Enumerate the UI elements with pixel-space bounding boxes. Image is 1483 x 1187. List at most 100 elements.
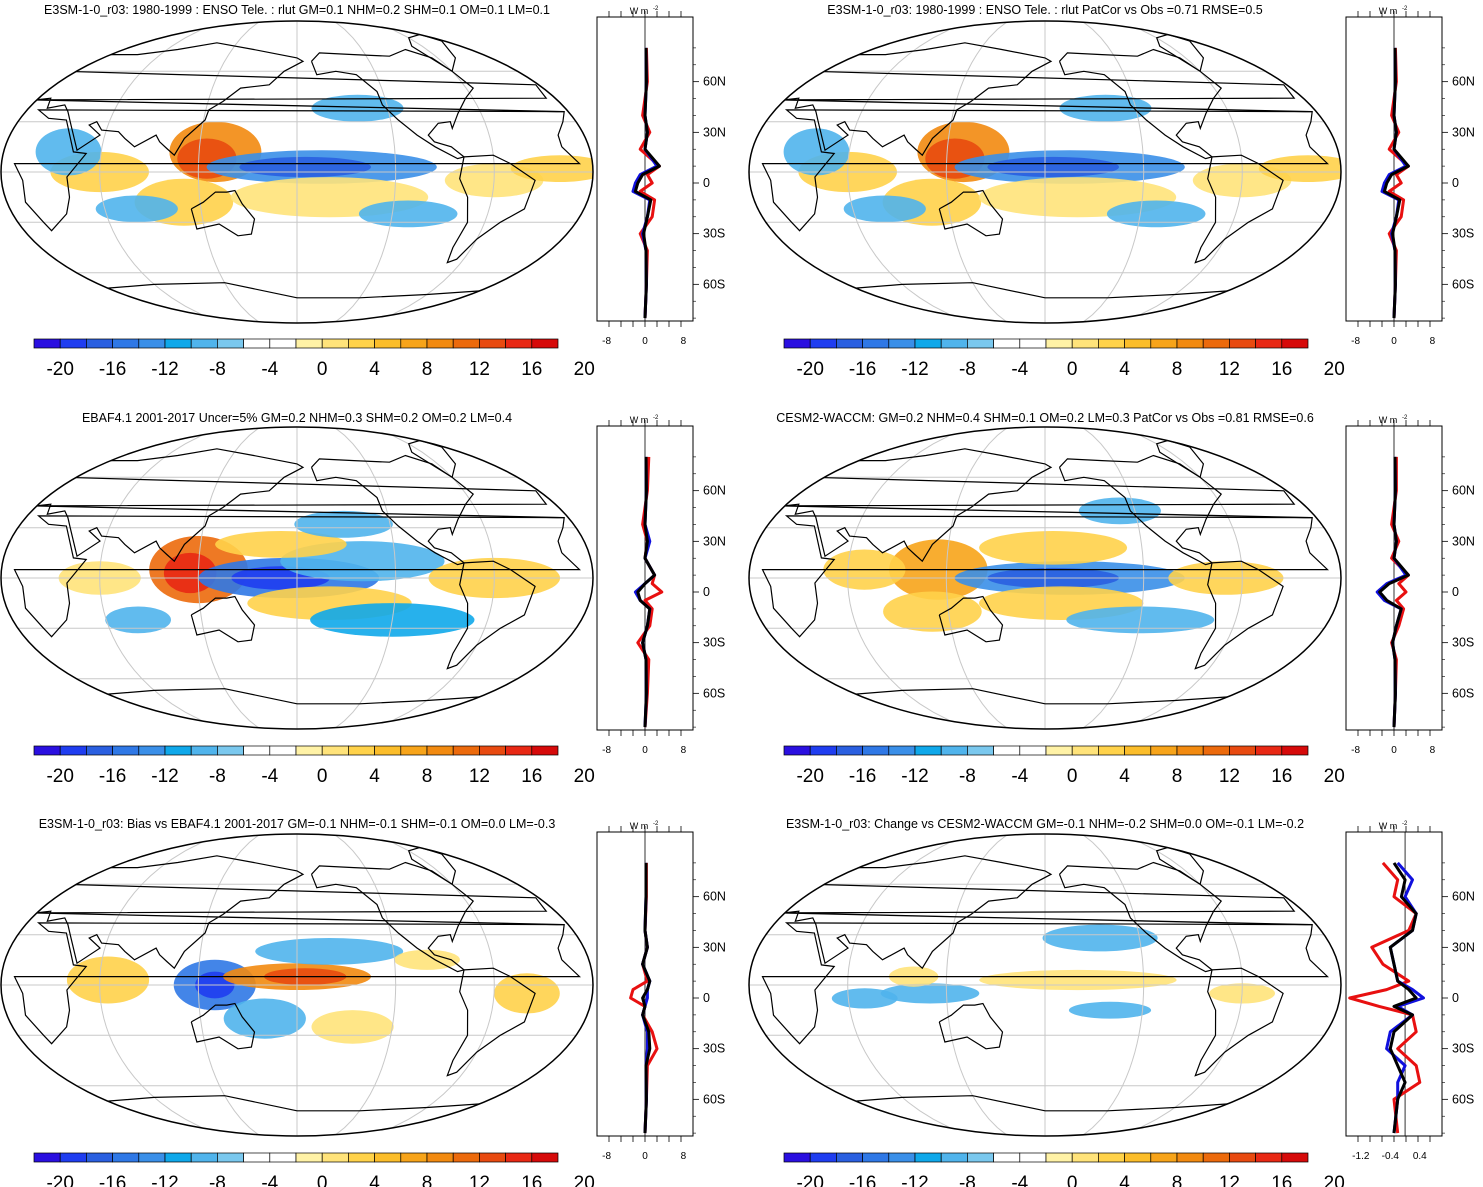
colorbar-tick-label: -20 xyxy=(796,766,823,787)
colorbar-swatch xyxy=(269,1152,297,1163)
map-field xyxy=(1,834,593,1136)
anomaly-patch xyxy=(105,606,172,634)
profile-lat-label: 30N xyxy=(1452,125,1475,139)
colorbar-tick-label: 8 xyxy=(422,359,433,380)
colorbar-tick-label: -16 xyxy=(99,766,126,787)
colorbar-tick-label: 16 xyxy=(1271,1173,1292,1187)
colorbar-swatch xyxy=(426,1152,454,1163)
graticule-meridian xyxy=(99,21,224,323)
profile-line-black xyxy=(636,456,657,728)
coastline xyxy=(839,282,1251,299)
robinson-map xyxy=(0,20,594,324)
colorbar-tick-label: 16 xyxy=(1271,766,1292,787)
colorbar-swatch xyxy=(33,338,61,349)
coastline xyxy=(1194,967,1284,1077)
coastline xyxy=(310,861,475,973)
anomaly-patch xyxy=(494,973,560,1014)
colorbar-swatch xyxy=(862,338,890,349)
colorbar-swatch xyxy=(164,338,192,349)
colorbar-tick-label: -16 xyxy=(99,1173,126,1187)
anomaly-patch xyxy=(95,195,178,223)
colorbar-swatch xyxy=(836,338,863,349)
colorbar-swatch xyxy=(86,745,113,756)
colorbar-swatch xyxy=(374,1152,402,1163)
profile-unit-exponent: -2 xyxy=(1402,6,1408,12)
colorbar-swatch xyxy=(862,1152,890,1163)
colorbar-tick-label: -4 xyxy=(1011,359,1028,380)
profile-x-tick-label: 8 xyxy=(1430,745,1436,756)
profile-lat-label: 30N xyxy=(703,125,726,139)
colorbar-tick-label: 8 xyxy=(422,766,433,787)
colorbar-swatch xyxy=(1255,745,1283,756)
colorbar-swatch xyxy=(217,338,244,349)
colorbar-swatch xyxy=(1255,338,1283,349)
coastline xyxy=(91,688,503,705)
anomaly-patch xyxy=(35,128,102,176)
map-border xyxy=(748,833,1342,1137)
colorbar-tick-label: 8 xyxy=(1172,359,1183,380)
profile-lat-label: 60S xyxy=(703,686,725,700)
profile-lat-label: 30N xyxy=(1452,534,1475,548)
colorbar-tick-label: -20 xyxy=(46,766,73,787)
colorbar-swatch xyxy=(809,745,837,756)
profile-line-black xyxy=(641,862,652,1134)
profile-lat-label: 0 xyxy=(703,176,710,190)
colorbar-tick-label: 20 xyxy=(1324,1173,1345,1187)
colorbar-tick-label: 4 xyxy=(369,766,380,787)
profile-lat-label: 60N xyxy=(1452,484,1475,498)
graticule-meridian xyxy=(1081,834,1145,1136)
colorbar-swatch xyxy=(479,745,506,756)
profile-x-tick-label: 8 xyxy=(681,336,687,347)
colorbar-tick-label: 8 xyxy=(1172,766,1183,787)
panel-title: E3SM-1-0_r03: Bias vs EBAF4.1 2001-2017 … xyxy=(39,817,556,831)
map-border xyxy=(748,20,1342,324)
coastline xyxy=(1194,154,1284,264)
colorbar-swatch xyxy=(217,745,244,756)
graticule-meridian xyxy=(197,21,261,323)
coastlines xyxy=(13,439,582,705)
colorbar-swatch xyxy=(836,1152,863,1163)
colorbar-tick-label: 0 xyxy=(1067,766,1078,787)
colorbar-swatch xyxy=(426,745,454,756)
colorbar-swatch xyxy=(1045,1152,1073,1163)
colorbar-tick-label: -16 xyxy=(99,359,126,380)
colorbar-tick-label: -4 xyxy=(261,1173,278,1187)
profile-lat-label: 0 xyxy=(703,585,710,599)
colorbar-tick-label: 4 xyxy=(369,1173,380,1187)
profile-lat-label: 0 xyxy=(1452,176,1459,190)
coastline xyxy=(190,189,256,237)
colorbar-swatch xyxy=(940,338,968,349)
colorbar-swatch xyxy=(295,338,323,349)
coastlines xyxy=(13,33,582,299)
coastline xyxy=(91,1095,503,1112)
profile-lat-label: 30N xyxy=(1452,940,1475,954)
panel-title: CESM2-WACCM: GM=0.2 NHM=0.4 SHM=0.1 OM=0… xyxy=(776,411,1314,425)
profile-x-tick-label: 8 xyxy=(681,1151,687,1162)
graticule-meridian xyxy=(197,427,261,729)
coastline xyxy=(938,595,1004,643)
colorbar-swatch xyxy=(374,745,402,756)
colorbar-swatch xyxy=(914,745,942,756)
anomaly-patch xyxy=(979,969,1177,991)
colorbar-tick-label: -16 xyxy=(849,359,876,380)
robinson-map xyxy=(748,833,1342,1137)
colorbar-swatch xyxy=(452,1152,480,1163)
graticule-meridian xyxy=(847,21,972,323)
anomaly-patch xyxy=(1042,924,1158,952)
graticule-meridian xyxy=(945,427,1009,729)
profile-lat-label: 60S xyxy=(1452,277,1474,291)
profile-x-tick-label: -8 xyxy=(602,1151,611,1162)
profile-unit-label: W m xyxy=(630,821,649,831)
panel-e3sm-enso-teleconnection: E3SM-1-0_r03: 1980-1999 : ENSO Tele. : r… xyxy=(0,3,726,380)
map-border xyxy=(0,833,594,1137)
colorbar-swatch xyxy=(914,1152,942,1163)
graticule-meridian xyxy=(99,834,224,1136)
colorbar-swatch xyxy=(400,745,428,756)
colorbar-swatch xyxy=(1202,1152,1230,1163)
colorbar-swatch xyxy=(1255,1152,1283,1163)
profile-x-tick-label: -1.2 xyxy=(1352,1151,1370,1162)
colorbar-swatch xyxy=(164,1152,192,1163)
coastline xyxy=(938,189,1004,237)
profile-lat-label: 30N xyxy=(703,940,726,954)
profile-unit-exponent: -2 xyxy=(653,821,659,827)
